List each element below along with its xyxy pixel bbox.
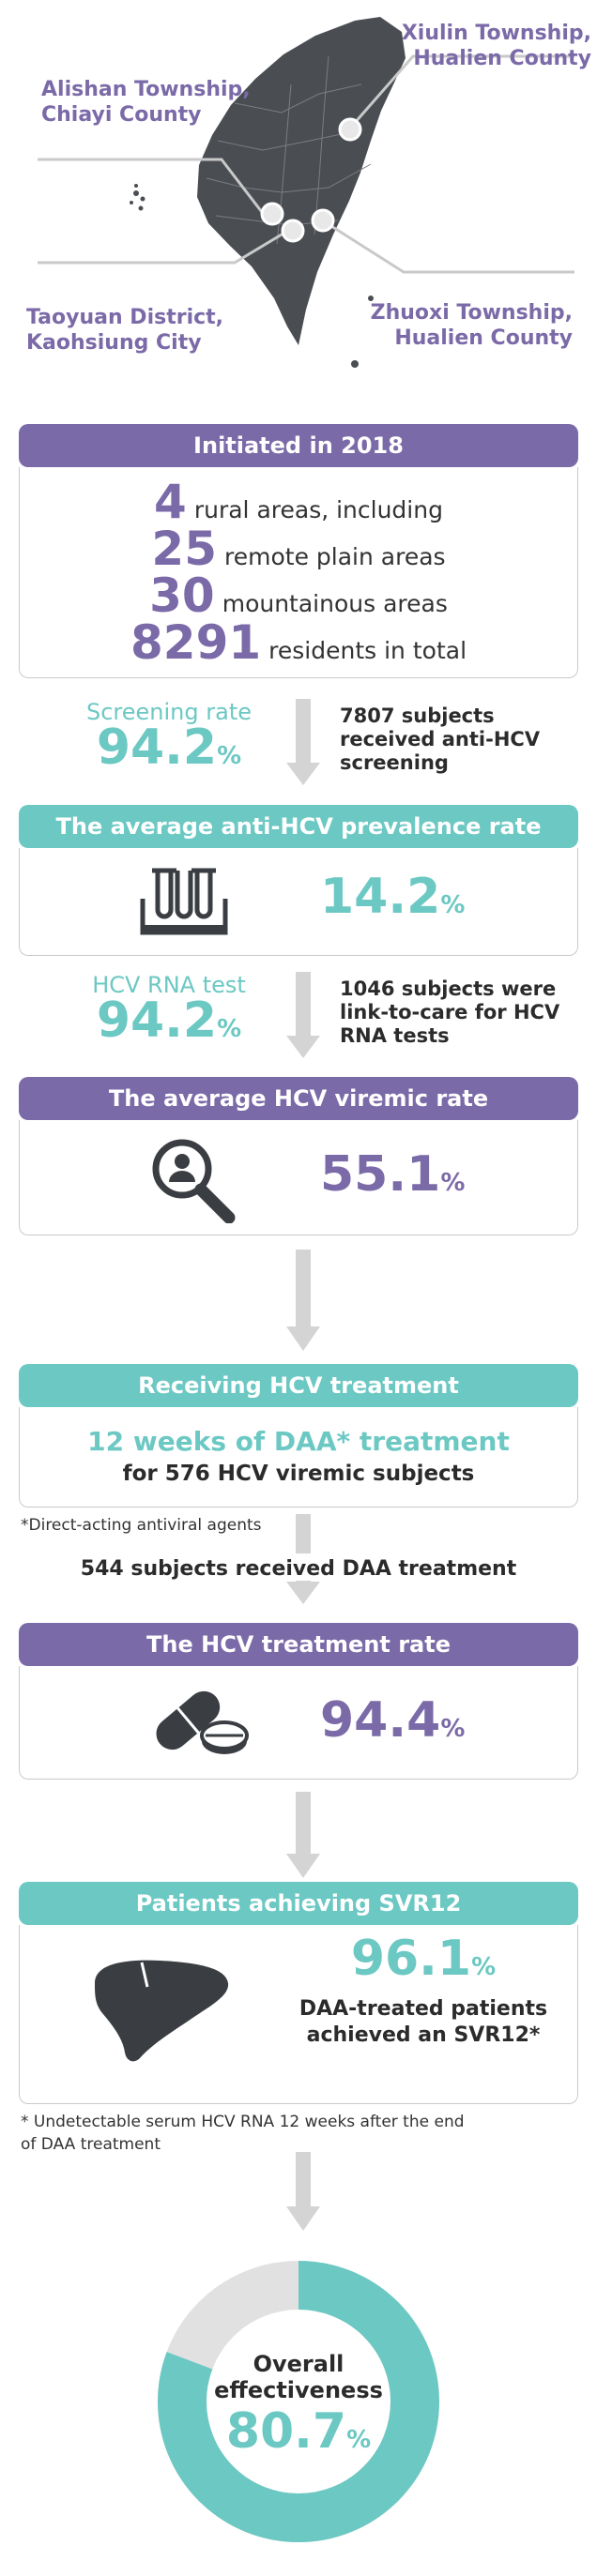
label-zhuoxi: Zhuoxi Township, Hualien County [370, 301, 573, 350]
stat-row-plain: 25 remote plain areas [20, 522, 577, 576]
overall-value: 80.7% [225, 2403, 372, 2460]
screening-section: Screening rate 94.2% 7807 subjects recei… [0, 699, 597, 793]
treatment-line2: for 576 HCV viremic subjects [122, 1462, 475, 1486]
label-alishan: Alishan Township, Chiayi County [41, 78, 251, 127]
rna-desc: 1046 subjects were link-to-care for HCV … [340, 977, 560, 1047]
test-tubes-icon [140, 868, 228, 935]
viremic-header: The average HCV viremic rate [19, 1077, 578, 1120]
stat-num: 25 [151, 522, 218, 576]
pill-icon [156, 1690, 249, 1754]
stat-num: 8291 [130, 615, 262, 670]
stat-row-rural: 4 rural areas, including [20, 475, 577, 529]
treatment-header: Receiving HCV treatment [19, 1364, 578, 1407]
overall-donut [158, 2261, 439, 2542]
overall-section: Overall effectiveness 80.7% [158, 2261, 439, 2542]
label-taoyuan: Taoyuan District, Kaohsiung City [26, 306, 224, 355]
viremic-box: 55.1% [19, 1120, 578, 1235]
stat-row-mountain: 30 mountainous areas [20, 568, 577, 623]
marker-zhuoxi [311, 208, 335, 233]
penghu-islands [130, 184, 145, 211]
prevalence-value: 14.2% [320, 869, 466, 925]
stat-row-residents: 8291 residents in total [20, 615, 577, 670]
location-markers [260, 117, 362, 243]
down-arrow-icon [286, 1514, 320, 1604]
stat-text: remote plain areas [224, 543, 446, 570]
treatment-rate-value: 94.4% [320, 1692, 466, 1749]
map-section: Xiulin Township, Hualien County Alishan … [0, 0, 597, 385]
leader-taoyuan [38, 227, 292, 265]
taiwan-island-shape [197, 17, 406, 345]
marker-taoyuan [281, 219, 305, 243]
down-arrow-icon [286, 699, 320, 785]
prevalence-header: The average anti-HCV prevalence rate [19, 805, 578, 848]
stat-num: 4 [154, 475, 187, 529]
donut-filled [158, 2261, 439, 2542]
taiwan-map [38, 17, 574, 368]
down-arrow-icon [286, 972, 320, 1058]
screening-desc: 7807 subjects received anti-HCV screenin… [340, 705, 541, 774]
leader-alishan [38, 158, 267, 217]
initiated-box: 4 rural areas, including 25 remote plain a… [19, 467, 578, 678]
prevalence-box: 14.2% [19, 848, 578, 956]
screening-label: Screening rate [85, 699, 252, 725]
down-arrow-icon [286, 2152, 320, 2231]
leader-zhuoxi [323, 220, 574, 274]
rna-value: 94.2% [96, 993, 242, 1049]
svr-box: 96.1% DAA-treated patients achieved an S… [19, 1925, 578, 2104]
down-arrow-icon [286, 1250, 320, 1351]
overall-title: Overall effectiveness [214, 2351, 383, 2403]
marker-xiulin [338, 117, 362, 142]
svr-value: 96.1% [350, 1931, 497, 1987]
svr-header: Patients achieving SVR12 [19, 1882, 578, 1925]
screening-value: 94.2% [96, 720, 242, 776]
treatment-line1: 12 weeks of DAA* treatment [87, 1426, 510, 1457]
leader-xiulin [345, 54, 574, 132]
stat-text: rural areas, including [193, 496, 443, 523]
treatment-box: 12 weeks of DAA* treatment for 576 HCV v… [19, 1407, 578, 1508]
daa-footnote: *Direct-acting antiviral agents [21, 1516, 262, 1535]
stat-text: mountainous areas [222, 590, 448, 617]
treatment-rate-header: The HCV treatment rate [19, 1623, 578, 1666]
down-arrow-icon [286, 1792, 320, 1878]
liver-icon [95, 1960, 229, 2062]
initiated-header: Initiated in 2018 [19, 424, 578, 467]
viremic-value: 55.1% [320, 1146, 466, 1203]
marker-alishan [260, 202, 284, 226]
label-xiulin: Xiulin Township, Hualien County [401, 22, 591, 70]
rna-section: HCV RNA test 94.2% 1046 subjects were li… [0, 972, 597, 1066]
stat-text: residents in total [268, 637, 467, 664]
daa-received: 544 subjects received DAA treatment [0, 1557, 597, 1581]
svr-footnote: * Undetectable serum HCV RNA 12 weeks af… [21, 2113, 465, 2154]
rna-label: HCV RNA test [92, 972, 246, 998]
stat-num: 30 [149, 568, 215, 623]
svr-desc: DAA-treated patients achieved an SVR12* [298, 1997, 548, 2047]
magnifier-person-icon [152, 1139, 236, 1223]
treatment-rate-box: 94.4% [19, 1666, 578, 1780]
